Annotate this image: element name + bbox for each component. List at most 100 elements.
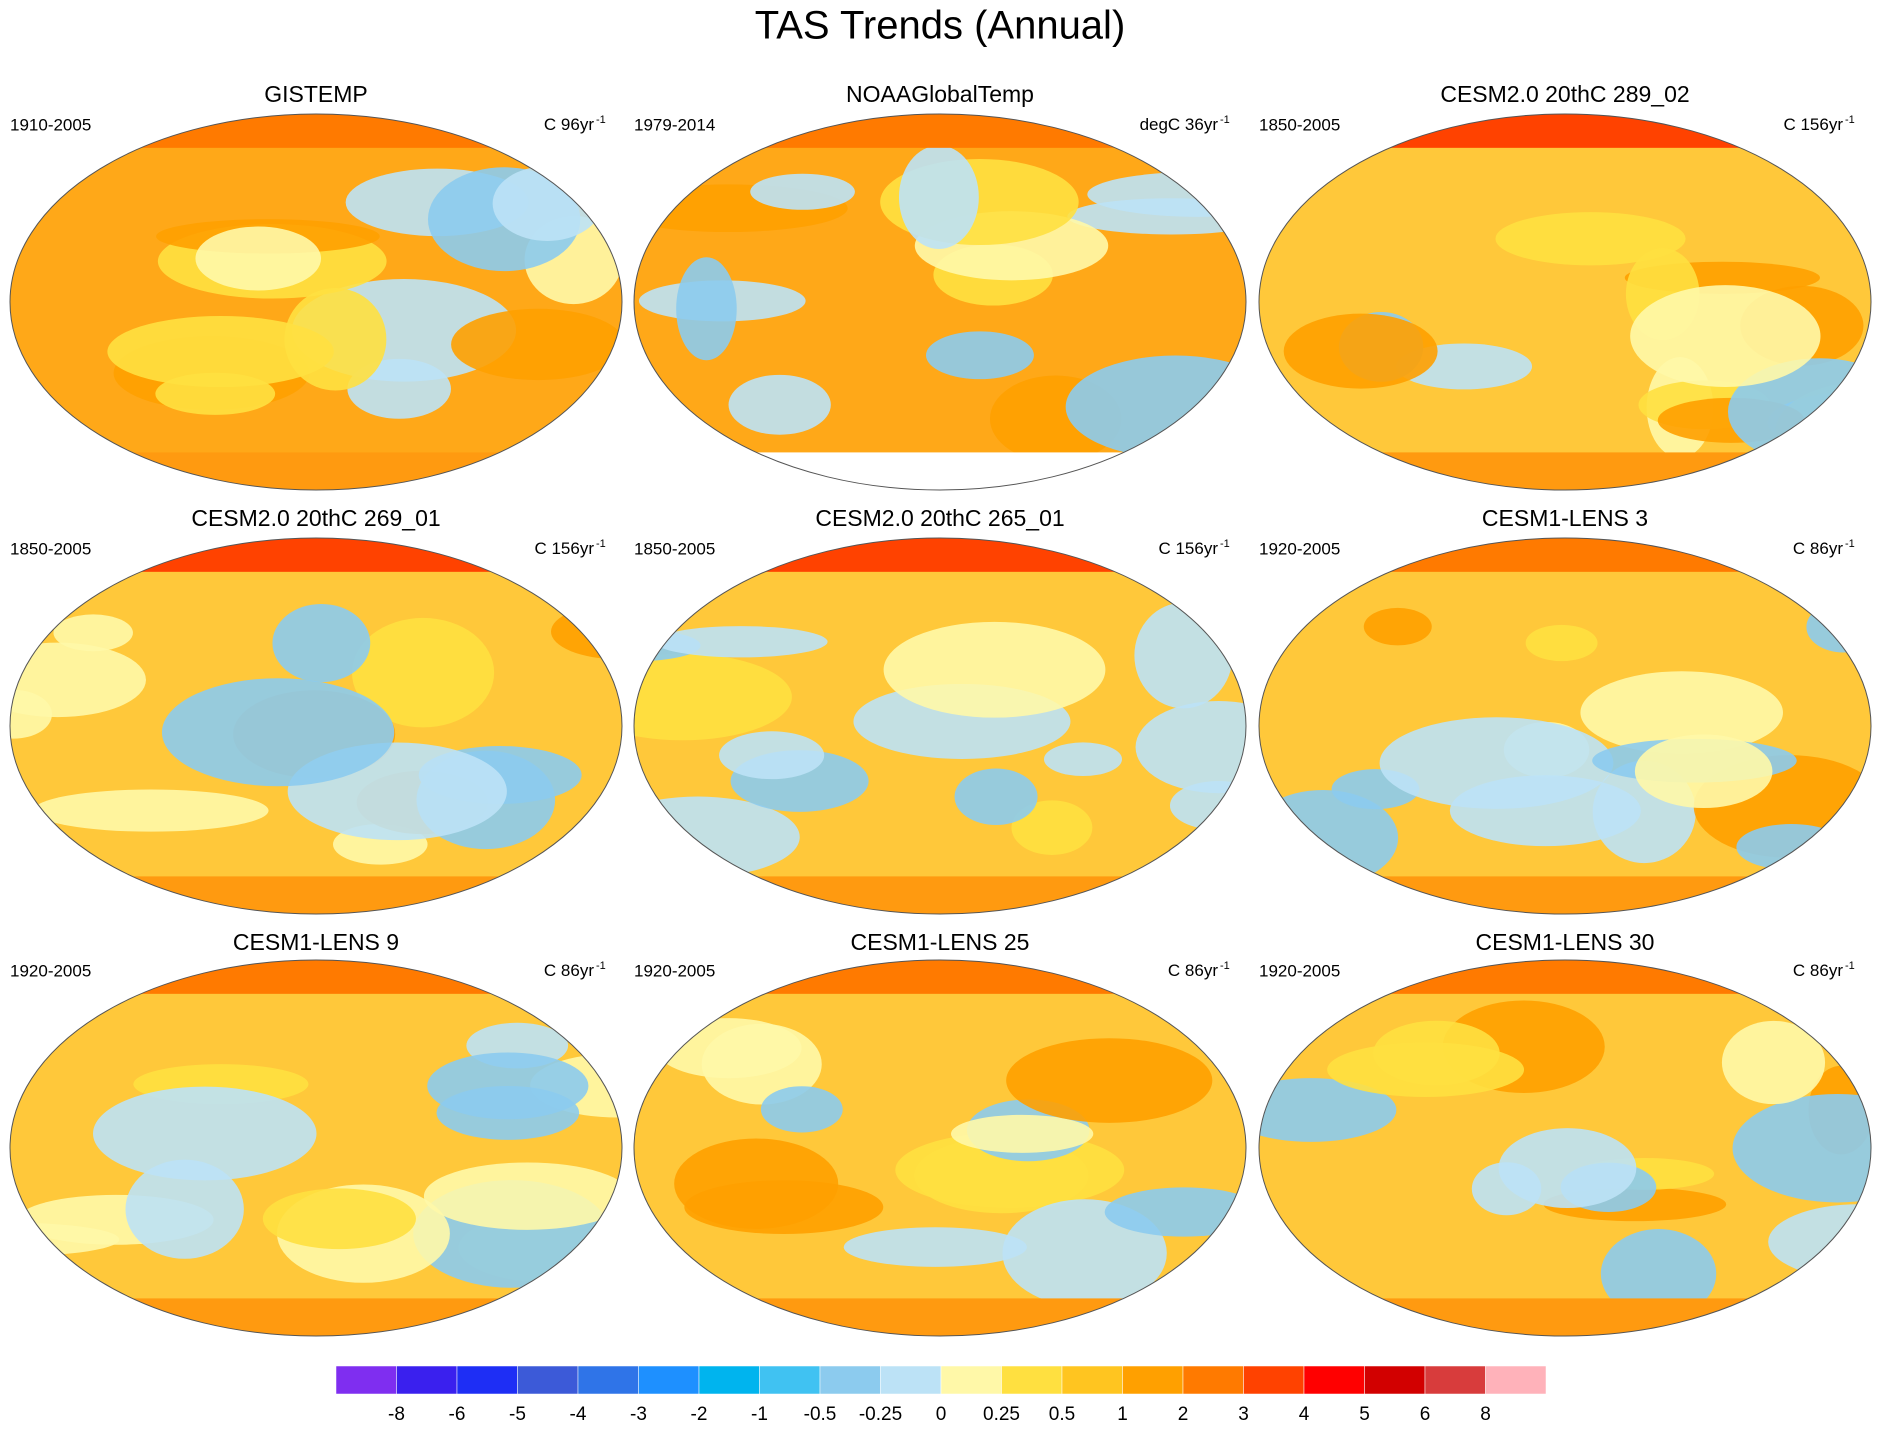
colorbar-label: 0.5	[1049, 1404, 1075, 1425]
units-text: C 96yr	[544, 115, 594, 134]
units-text: C 156yr	[1158, 539, 1218, 558]
units-exponent: -1	[1220, 960, 1230, 972]
colorbar-box	[396, 1365, 458, 1395]
map-region	[1011, 800, 1093, 855]
map-region	[423, 1162, 622, 1230]
panel-title: CESM2.0 20thC 269_01	[191, 505, 440, 531]
map-region	[1525, 624, 1598, 662]
antarctic-band	[10, 1298, 622, 1336]
map-region	[1732, 1093, 1871, 1203]
map-panel: NOAAGlobalTemp 1979-2014 degC 36yr -1	[633, 81, 1247, 491]
map-region	[750, 173, 855, 210]
units-exponent-holder: -1	[596, 114, 606, 126]
antarctic-band	[1259, 1298, 1871, 1336]
antarctic-band	[634, 876, 1246, 914]
arctic-band	[10, 960, 622, 994]
map-region	[1327, 1042, 1525, 1097]
colorbar-box	[335, 1365, 397, 1395]
units-exponent: -1	[1845, 114, 1855, 126]
colorbar-box	[698, 1365, 760, 1395]
map-region	[1495, 212, 1686, 266]
colorbar-box	[517, 1365, 579, 1395]
map	[10, 114, 622, 490]
colorbar-label: -4	[570, 1404, 587, 1425]
colorbar-label: -5	[509, 1404, 526, 1425]
map-region	[1134, 602, 1233, 709]
map-region	[950, 1114, 1094, 1153]
map	[1259, 114, 1871, 490]
panel-title: CESM1-LENS 25	[851, 929, 1030, 955]
map-outline	[1258, 113, 1872, 491]
colorbar-box	[819, 1365, 881, 1395]
antarctic-band	[1259, 876, 1871, 914]
panel-title: NOAAGlobalTemp	[846, 81, 1034, 107]
period-label: 1920-2005	[10, 961, 91, 980]
map-region	[925, 331, 1034, 380]
units-exponent: -1	[1845, 538, 1855, 550]
colorbar-box	[1182, 1365, 1244, 1395]
map-region	[33, 789, 269, 832]
units-label: degC 36yr	[1140, 115, 1219, 134]
period-label: 1850-2005	[1259, 115, 1340, 134]
map-region	[1104, 1187, 1246, 1237]
units-text: C 86yr	[1168, 961, 1218, 980]
panel-title: CESM1-LENS 3	[1482, 505, 1648, 531]
colorbar-label: 3	[1238, 1404, 1249, 1425]
units-label: C 156yr	[1158, 539, 1218, 558]
colorbar-box	[880, 1365, 942, 1395]
map-region	[351, 617, 495, 728]
map-region	[1471, 1162, 1542, 1216]
units-label: C 156yr	[534, 539, 594, 558]
map-region	[427, 1052, 589, 1120]
map-region	[1379, 717, 1614, 809]
colorbar-label: 2	[1178, 1404, 1189, 1425]
colorbar-box	[1364, 1365, 1426, 1395]
units-text: C 86yr	[544, 961, 594, 980]
map-region	[1600, 1229, 1717, 1319]
arctic-band	[1259, 538, 1871, 572]
units-exponent-holder: -1	[1845, 960, 1855, 972]
map-region	[125, 1159, 244, 1259]
units-label: C 96yr	[544, 115, 594, 134]
colorbar-box	[577, 1365, 639, 1395]
units-exponent-holder: -1	[1220, 538, 1230, 550]
units-exponent: -1	[596, 114, 606, 126]
period-label: 1850-2005	[10, 539, 91, 558]
map-outline	[9, 959, 623, 1337]
units-label: C 156yr	[1783, 115, 1843, 134]
colorbar-label: 1	[1117, 1404, 1128, 1425]
units-text: degC 36yr	[1140, 115, 1219, 134]
colorbar-label: 4	[1299, 1404, 1310, 1425]
map-panel: GISTEMP 1910-2005 C 96yr -1	[9, 81, 623, 491]
units-exponent-holder: -1	[596, 960, 606, 972]
map-region	[451, 308, 622, 381]
period-label: 1850-2005	[634, 539, 715, 558]
map-region	[654, 626, 828, 658]
map-region	[676, 257, 737, 361]
units-exponent-holder: -1	[596, 538, 606, 550]
map-region	[719, 731, 825, 780]
map-region	[10, 689, 52, 739]
units-exponent: -1	[1220, 114, 1230, 126]
map-region	[883, 621, 1106, 718]
colorbar-label: 5	[1359, 1404, 1370, 1425]
map-region	[272, 603, 371, 683]
map-region	[843, 1227, 1027, 1267]
units-exponent: -1	[596, 538, 606, 550]
map-outline	[9, 113, 623, 491]
period-label: 1910-2005	[10, 115, 91, 134]
map	[10, 538, 622, 914]
map-region	[1363, 607, 1432, 646]
map-region	[655, 1018, 802, 1079]
units-text: C 86yr	[1793, 539, 1843, 558]
units-exponent-holder: -1	[1845, 538, 1855, 550]
colorbar-box	[1061, 1365, 1123, 1395]
map-panel: CESM1-LENS 25 1920-2005 C 86yr -1	[633, 929, 1247, 1337]
colorbar-label: -0.5	[804, 1404, 837, 1425]
units-exponent-holder: -1	[1220, 114, 1230, 126]
arctic-band	[10, 114, 622, 148]
colorbar-box	[940, 1365, 1002, 1395]
map-panel: CESM1-LENS 30 1920-2005 C 86yr -1	[1258, 929, 1872, 1337]
map	[10, 960, 622, 1336]
